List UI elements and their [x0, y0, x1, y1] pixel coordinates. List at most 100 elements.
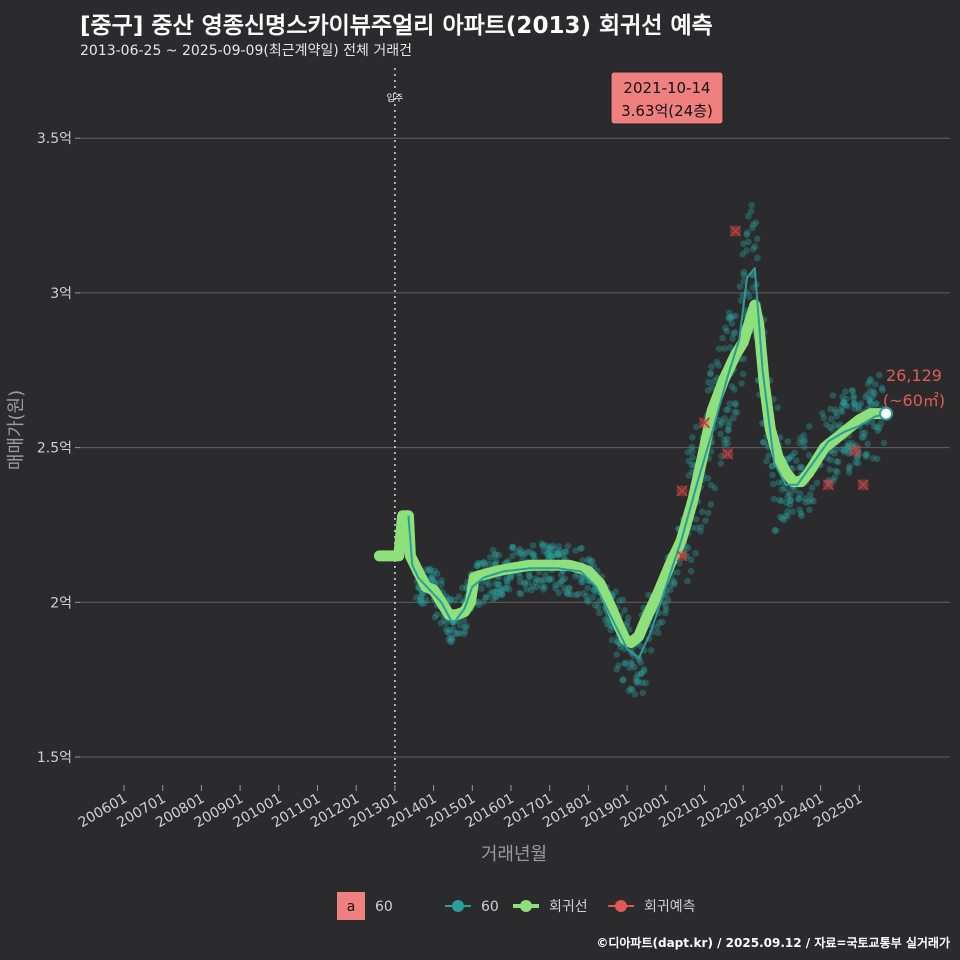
- scatter-point: [791, 486, 799, 494]
- scatter-point: [498, 591, 506, 599]
- scatter-point: [474, 559, 482, 567]
- scatter-point: [745, 238, 752, 246]
- scatter-point: [834, 458, 842, 466]
- scatter-point: [751, 243, 759, 250]
- scatter-point: [583, 597, 591, 604]
- scatter-point: [547, 552, 555, 560]
- scatter-point: [840, 399, 847, 407]
- scatter-point: [596, 609, 603, 617]
- scatter-point: [555, 543, 563, 550]
- scatter-point: [418, 600, 425, 607]
- scatter-point: [749, 224, 756, 232]
- scatter-point: [808, 484, 816, 492]
- scatter-point: [850, 393, 858, 400]
- scatter-point: [806, 423, 813, 430]
- scatter-point: [427, 566, 434, 574]
- scatter-point: [841, 446, 849, 454]
- scatter-point: [813, 479, 821, 487]
- scatter-point: [632, 674, 640, 681]
- scatter-point: [824, 454, 831, 462]
- scatter-point: [692, 516, 700, 523]
- scatter-point: [806, 452, 813, 459]
- scatter-point: [722, 324, 729, 332]
- scatter-point: [479, 598, 487, 606]
- scatter-point: [780, 516, 788, 524]
- scatter-point: [769, 471, 776, 479]
- scatter-point: [833, 458, 840, 465]
- scatter-point: [747, 208, 755, 215]
- move-in-label: 입주: [387, 92, 404, 104]
- scatter-point: [493, 588, 500, 596]
- scatter-point: [573, 591, 580, 599]
- scatter-point: [861, 429, 869, 437]
- scatter-point: [485, 581, 493, 589]
- scatter-point: [561, 548, 569, 555]
- scatter-point: [799, 438, 807, 445]
- scatter-point: [800, 432, 807, 439]
- scatter-point: [848, 387, 856, 394]
- forecast-point-x: [676, 485, 688, 497]
- scatter-point: [872, 401, 879, 408]
- scatter-point: [866, 377, 874, 385]
- scatter-point: [855, 402, 863, 410]
- scatter-point: [489, 595, 497, 603]
- scatter-point: [473, 562, 481, 569]
- scatter-point: [693, 524, 700, 532]
- scatter-point: [548, 575, 555, 583]
- scatter-point: [521, 550, 528, 558]
- scatter-point: [427, 576, 435, 584]
- scatter-point: [845, 469, 853, 476]
- scatter-point: [491, 580, 499, 588]
- scatter-point: [640, 666, 648, 673]
- scatter-point: [819, 410, 826, 417]
- scatter-point: [684, 577, 691, 585]
- scatter-point: [729, 313, 736, 321]
- scatter-point: [552, 585, 559, 592]
- scatter-point: [506, 574, 514, 582]
- scatter-point: [842, 395, 850, 403]
- scatter-point: [578, 545, 585, 552]
- scatter-point: [781, 484, 788, 492]
- scatter-point: [626, 664, 633, 672]
- scatter-point: [529, 542, 537, 549]
- scatter-point: [664, 597, 672, 604]
- scatter-point: [561, 584, 568, 592]
- scatter-point: [526, 572, 533, 580]
- scatter-point: [867, 376, 874, 383]
- scatter-point: [775, 479, 783, 486]
- scatter-point: [639, 689, 646, 697]
- scatter-point: [806, 506, 813, 513]
- scatter-point: [850, 399, 858, 407]
- scatter-point: [461, 624, 469, 631]
- scatter-point: [564, 542, 572, 550]
- chart-title: [중구] 중산 영종신명스카이뷰주얼리 아파트(2013) 회귀선 예측: [80, 13, 713, 39]
- scatter-point: [503, 577, 511, 585]
- scatter-point: [715, 345, 723, 353]
- scatter-point: [771, 527, 778, 534]
- scatter-point: [842, 388, 849, 395]
- scatter-point: [577, 545, 584, 552]
- scatter-point: [619, 677, 626, 684]
- scatter-point: [423, 596, 430, 604]
- scatter-point: [826, 466, 833, 473]
- scatter-point: [693, 423, 700, 431]
- scatter-point: [556, 547, 564, 554]
- scatter-point: [786, 491, 794, 499]
- scatter-point: [873, 455, 881, 463]
- forecast-point-x: [676, 550, 688, 562]
- scatter-point: [541, 576, 548, 584]
- scatter-point: [481, 563, 489, 570]
- scatter-point: [585, 598, 592, 606]
- scatter-point: [483, 593, 491, 601]
- scatter-point: [726, 313, 733, 321]
- scatter-point: [619, 596, 627, 604]
- scatter-point: [784, 438, 791, 445]
- scatter-point: [613, 665, 620, 673]
- scatter-point: [553, 551, 560, 559]
- scatter-point: [799, 464, 806, 472]
- scatter-point: [478, 560, 485, 567]
- y-tick-label: 3억: [50, 286, 72, 302]
- scatter-point: [705, 379, 712, 386]
- scatter-point: [438, 581, 446, 588]
- scatter-point: [530, 551, 538, 558]
